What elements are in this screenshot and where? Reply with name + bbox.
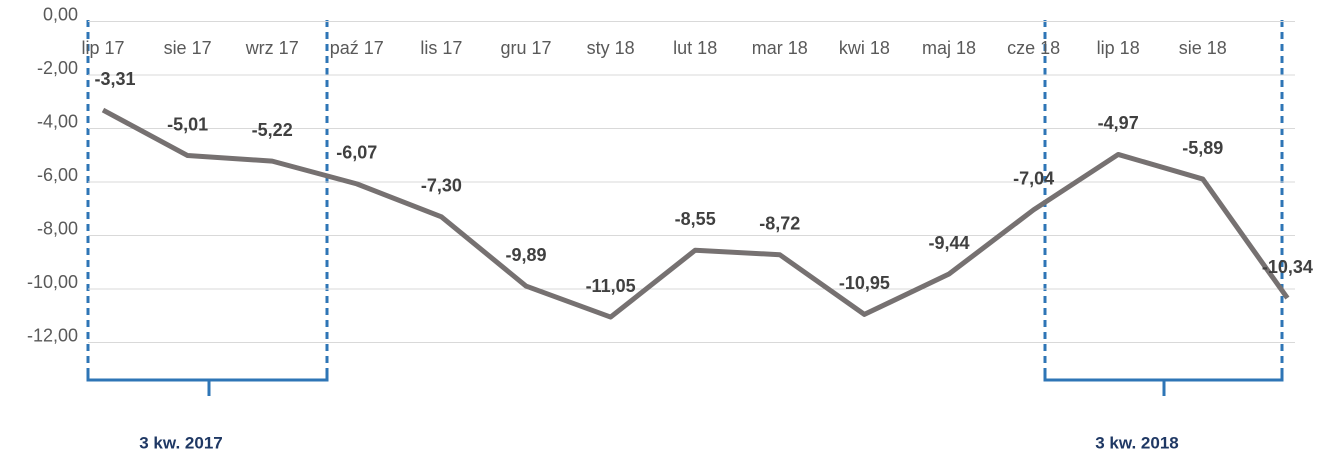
data-label: -8,55 [675, 209, 716, 229]
y-tick-label: -4,00 [37, 111, 78, 131]
plot: 0,00 -2,00 -4,00 -6,00 -8,00 -10,00 -12,00 lip … [27, 4, 1313, 345]
line [101, 107, 1290, 320]
data-label: -8,72 [759, 214, 800, 234]
x-tick-label: kwi 18 [839, 38, 890, 58]
data-label: -11,05 [586, 276, 636, 296]
x-tick-label: lip 18 [1097, 38, 1140, 58]
data-label: -10,95 [839, 273, 890, 293]
x-tick-label: lip 17 [81, 38, 124, 58]
y-tick-label: -12,00 [27, 325, 78, 345]
x-tick-label: mar 18 [752, 38, 808, 58]
data-label: -9,44 [928, 233, 969, 253]
data-label: -9,89 [505, 245, 546, 265]
data-label: -5,89 [1182, 138, 1223, 158]
x-tick-label: gru 17 [500, 38, 551, 58]
x-tick-label: paź 17 [330, 38, 384, 58]
data-label: -10,34 [1262, 257, 1313, 277]
bracket [1043, 370, 1284, 382]
x-tick-label: cze 18 [1007, 38, 1060, 58]
data-label: -4,97 [1098, 113, 1139, 133]
y-tick-label: -2,00 [37, 58, 78, 78]
x-tick-label: sty 18 [587, 38, 635, 58]
annotation: 3 kw. 2017 [139, 433, 223, 452]
bracket [86, 370, 329, 382]
y-tick-label: -10,00 [27, 272, 78, 292]
x-tick-label: sie 18 [1179, 38, 1227, 58]
y-tick-label: -6,00 [37, 165, 78, 185]
x-tick-label: lis 17 [420, 38, 462, 58]
data-label: -7,04 [1013, 169, 1054, 189]
x-tick-label: maj 18 [922, 38, 976, 58]
data-label: -7,30 [421, 176, 462, 196]
x-tick-label: lut 18 [673, 38, 717, 58]
data-label: -3,31 [94, 69, 135, 89]
annotation: 3 kw. 2018 [1095, 433, 1179, 452]
data-label: -5,01 [167, 114, 208, 134]
y-tick-label: 0,00 [43, 4, 78, 24]
x-tick-label: sie 17 [164, 38, 212, 58]
y-tick-label: -8,00 [37, 218, 78, 238]
x-tick-label: wrz 17 [245, 38, 299, 58]
data-label: -5,22 [252, 120, 293, 140]
data-label: -6,07 [336, 143, 377, 163]
